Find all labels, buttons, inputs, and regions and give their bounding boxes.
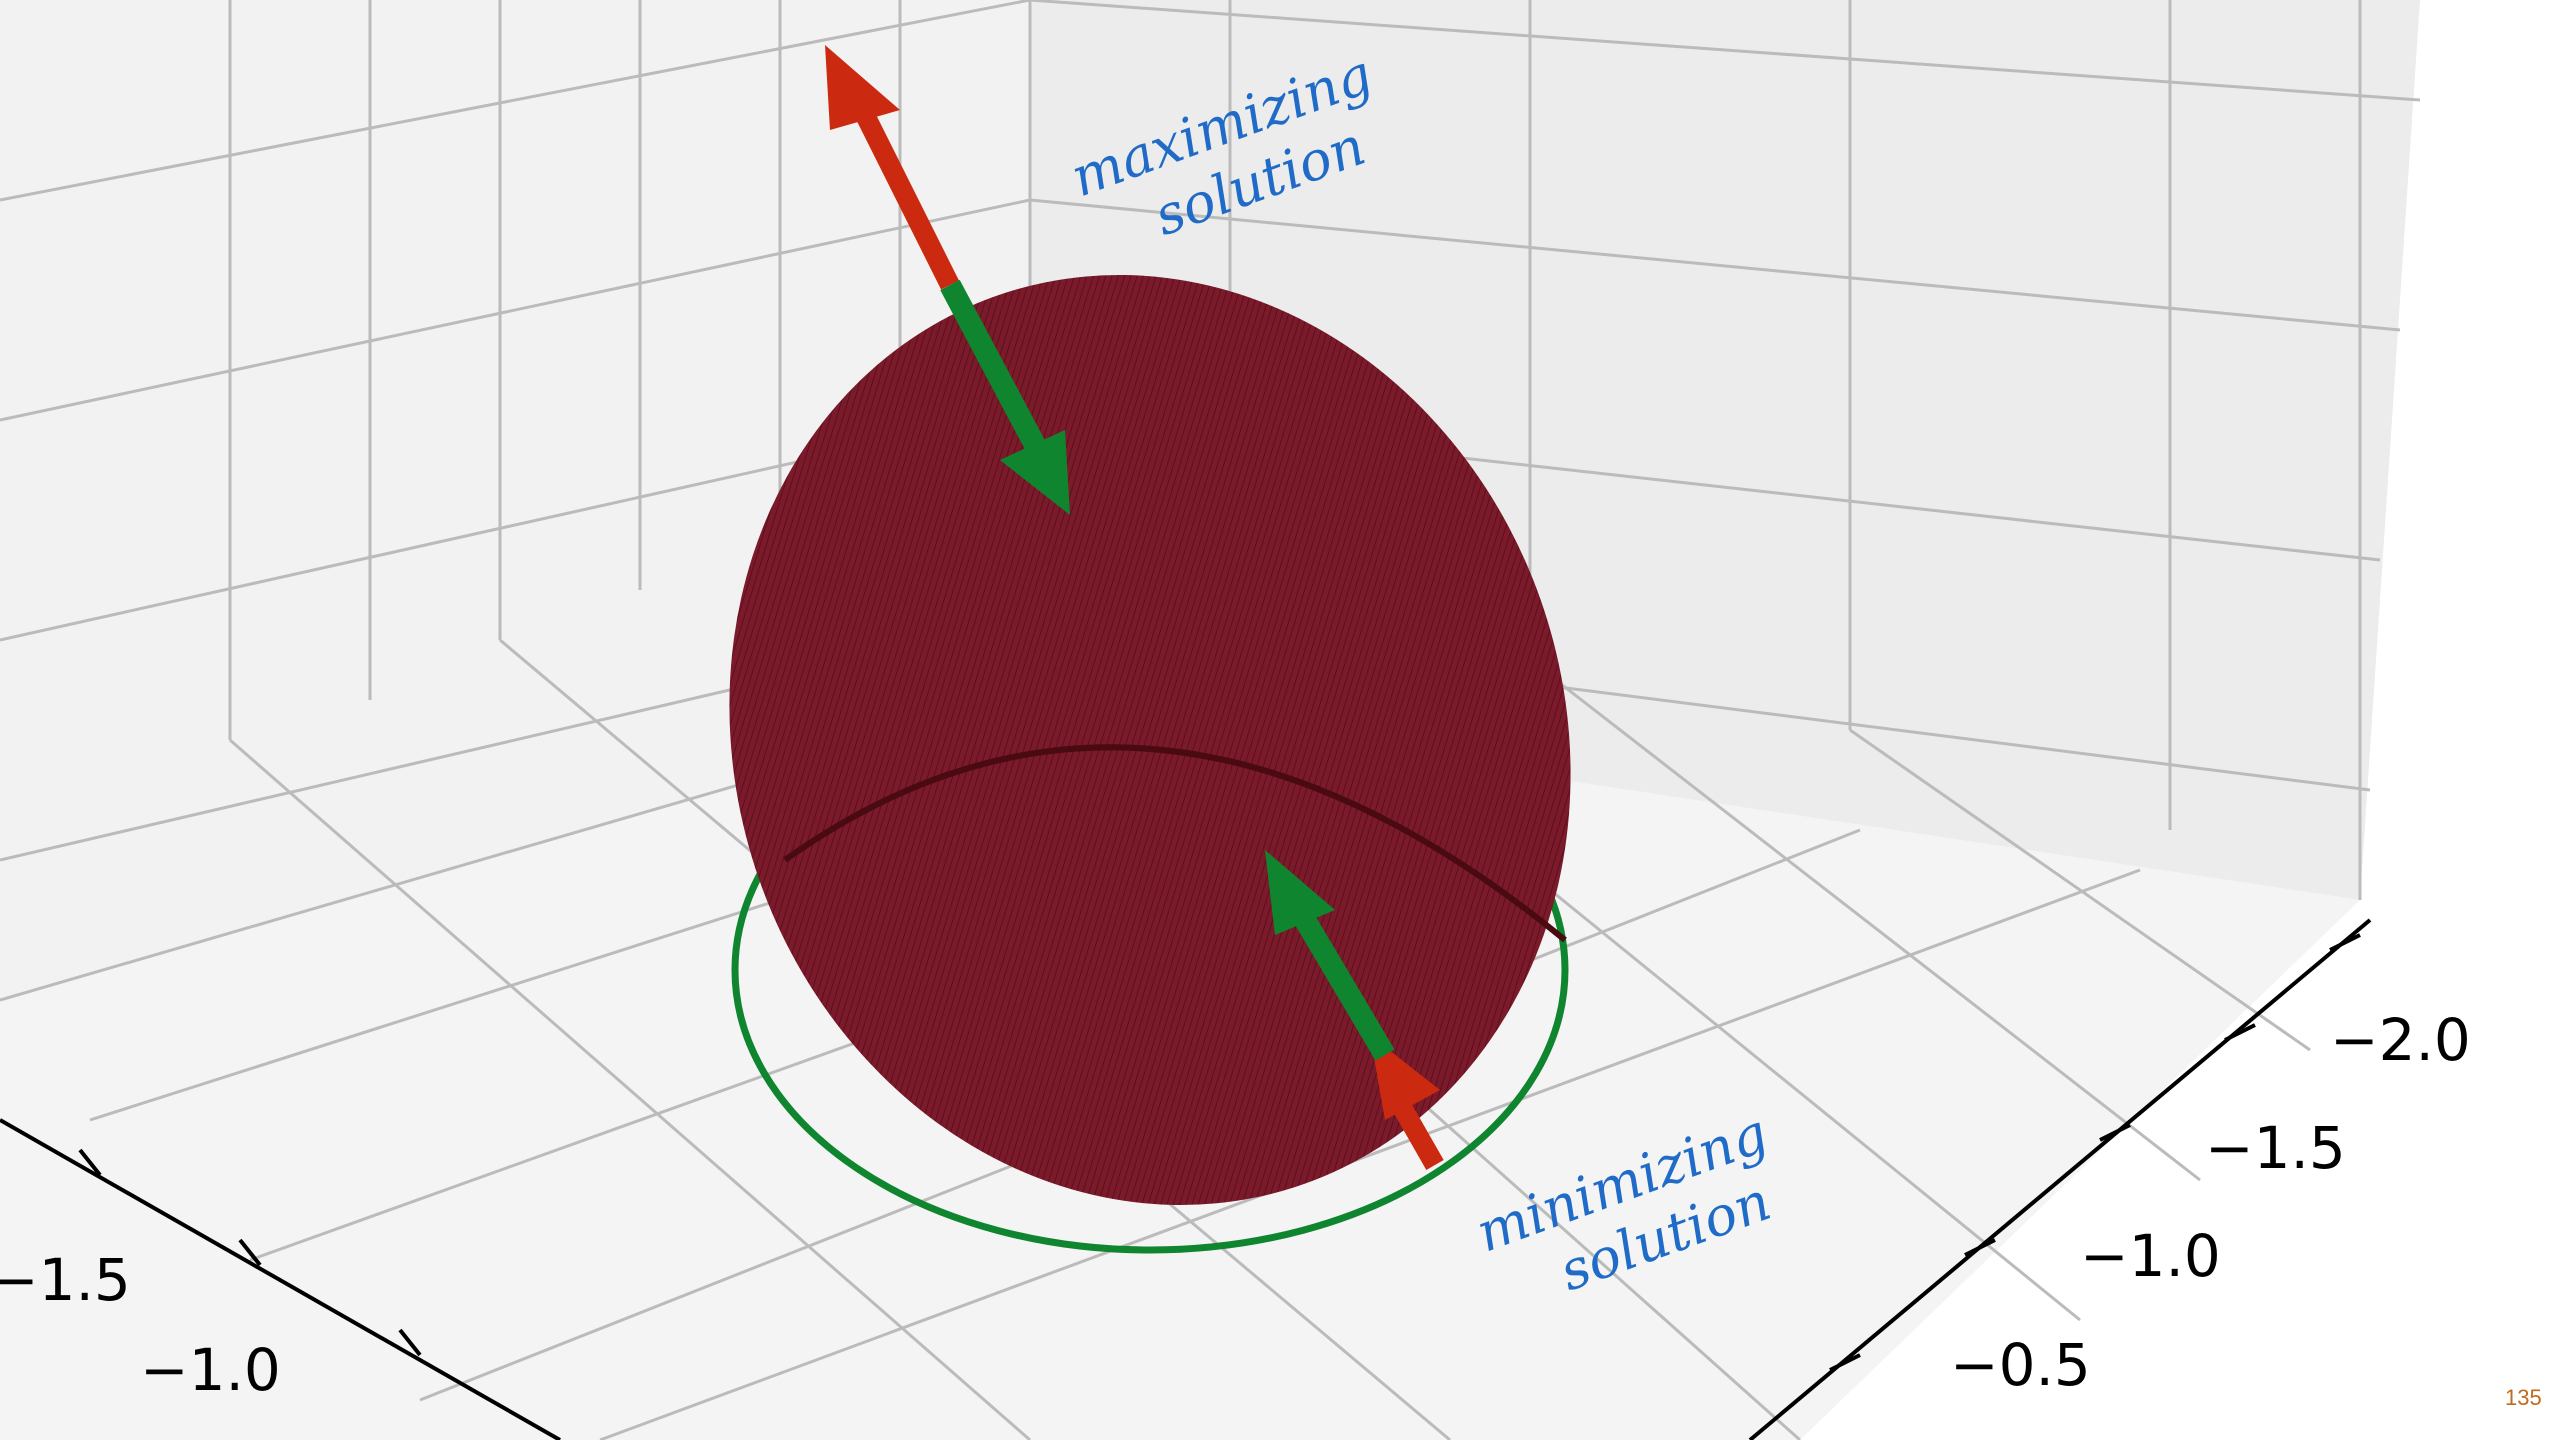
max-red-vector [825,45,959,290]
x-tick-label: −0.5 [1950,1331,2091,1399]
x-tick-labels: −2.0 −1.5 −1.0 −0.5 [1950,1006,2471,1399]
y-tick-label: −1.0 [140,1336,281,1404]
axes [0,918,2372,1440]
min-green-vector [1265,850,1395,1061]
x-tick-label: −1.0 [2080,1222,2221,1290]
ellipsoid-horizon [783,744,1567,943]
y-axis-line [0,1118,561,1440]
min-red-vector [1370,1035,1444,1170]
x-tick-label: −2.0 [2330,1006,2471,1074]
max-green-vector [940,279,1070,515]
grid [0,0,2421,1440]
page-number: 135 [2505,1385,2542,1410]
x-tick-label: −1.5 [2205,1114,2346,1182]
x-axis-line [1748,918,2372,1440]
y-tick-labels: −1.5 −1.0 [0,1246,281,1404]
y-tick-label: −1.5 [0,1246,131,1314]
ellipsoid-surface [729,274,1571,1206]
